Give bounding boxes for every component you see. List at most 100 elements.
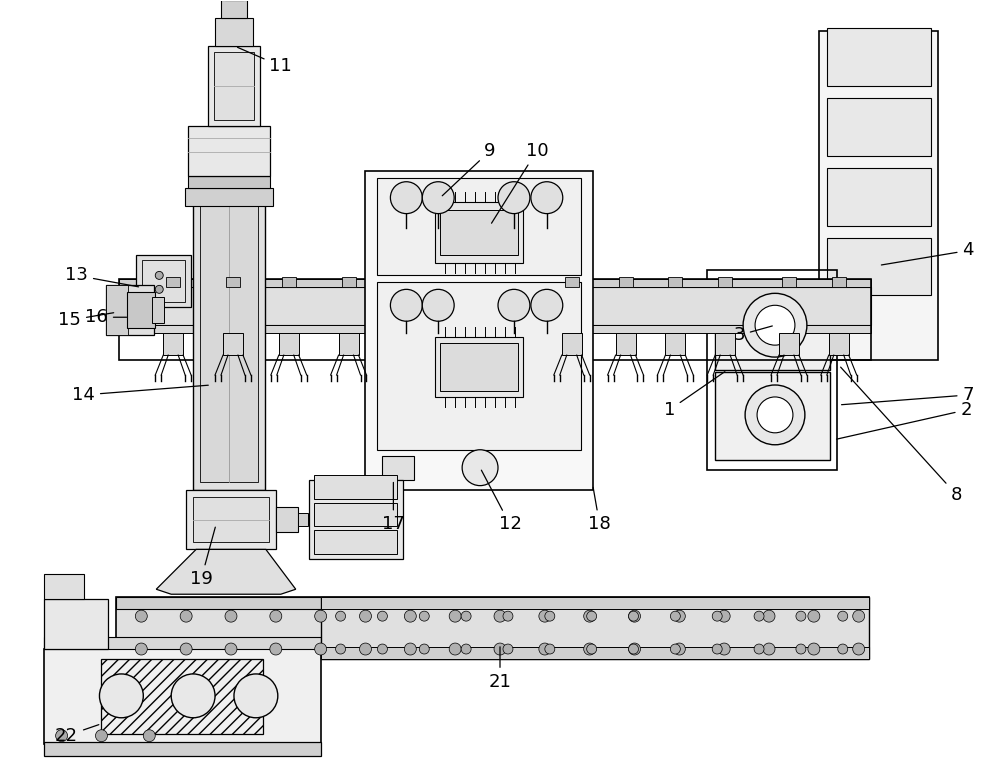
Circle shape	[808, 610, 820, 622]
Circle shape	[838, 611, 848, 621]
Bar	[193, 196, 265, 490]
Bar	[707, 270, 837, 470]
Bar	[44, 637, 321, 649]
Bar	[565, 278, 579, 288]
Text: 2: 2	[836, 401, 972, 439]
Bar	[309, 480, 403, 559]
Text: 3: 3	[733, 326, 772, 344]
Circle shape	[853, 610, 865, 622]
Text: 15: 15	[58, 311, 114, 329]
Circle shape	[449, 643, 461, 655]
Circle shape	[462, 450, 498, 486]
Bar	[282, 278, 296, 288]
Circle shape	[754, 644, 764, 654]
Circle shape	[670, 611, 680, 621]
Bar	[382, 456, 414, 480]
Bar	[119, 288, 871, 325]
Circle shape	[180, 643, 192, 655]
Circle shape	[234, 674, 278, 718]
Bar	[106, 285, 154, 335]
Circle shape	[419, 611, 429, 621]
Bar	[166, 278, 180, 288]
Bar	[221, 1, 247, 18]
Bar	[116, 597, 869, 659]
Bar	[188, 176, 270, 187]
Bar	[185, 187, 273, 206]
Circle shape	[584, 610, 596, 622]
Circle shape	[808, 643, 820, 655]
Bar	[116, 647, 869, 659]
Bar	[119, 279, 871, 360]
Circle shape	[754, 611, 764, 621]
Circle shape	[494, 610, 506, 622]
Circle shape	[712, 644, 722, 654]
Circle shape	[422, 289, 454, 321]
Bar	[314, 530, 397, 555]
Bar	[377, 177, 581, 275]
Bar	[321, 597, 869, 659]
Circle shape	[531, 289, 563, 321]
Bar	[163, 334, 183, 355]
Circle shape	[336, 611, 346, 621]
Text: 10: 10	[492, 142, 548, 223]
Text: 1: 1	[664, 372, 725, 419]
Circle shape	[539, 643, 551, 655]
Circle shape	[584, 643, 596, 655]
Bar	[44, 575, 84, 599]
Circle shape	[315, 643, 327, 655]
Bar	[321, 597, 869, 609]
Circle shape	[587, 644, 597, 654]
Text: 22: 22	[55, 724, 99, 744]
Circle shape	[390, 289, 422, 321]
Text: 21: 21	[489, 647, 511, 691]
Circle shape	[461, 611, 471, 621]
Bar	[827, 168, 931, 226]
Polygon shape	[156, 549, 296, 594]
Circle shape	[494, 643, 506, 655]
Circle shape	[763, 610, 775, 622]
Circle shape	[419, 644, 429, 654]
Circle shape	[449, 610, 461, 622]
Bar	[715, 372, 830, 460]
Bar	[119, 325, 871, 334]
Text: 17: 17	[382, 483, 405, 533]
Bar	[136, 256, 191, 308]
Bar	[715, 280, 830, 370]
Bar	[223, 334, 243, 355]
Circle shape	[360, 610, 371, 622]
Circle shape	[853, 643, 865, 655]
Bar	[116, 597, 869, 609]
Bar	[782, 278, 796, 288]
Bar	[832, 278, 846, 288]
Text: 11: 11	[238, 47, 292, 75]
Bar	[193, 496, 269, 542]
Bar	[200, 203, 258, 482]
Bar	[214, 52, 254, 120]
Text: 4: 4	[881, 242, 974, 265]
Circle shape	[135, 643, 147, 655]
Text: 7: 7	[842, 386, 974, 405]
Circle shape	[755, 305, 795, 345]
Circle shape	[171, 674, 215, 718]
Circle shape	[498, 182, 530, 213]
Circle shape	[135, 610, 147, 622]
Bar	[152, 298, 164, 324]
Circle shape	[718, 643, 730, 655]
Circle shape	[95, 730, 107, 742]
Circle shape	[629, 643, 640, 655]
Circle shape	[718, 610, 730, 622]
Bar	[298, 513, 308, 526]
Text: 13: 13	[65, 266, 139, 287]
Bar	[127, 292, 155, 328]
Bar	[44, 742, 321, 756]
Bar	[279, 334, 299, 355]
Circle shape	[673, 610, 685, 622]
Circle shape	[545, 611, 555, 621]
Bar	[339, 334, 359, 355]
Bar	[342, 278, 356, 288]
Circle shape	[503, 644, 513, 654]
Bar	[562, 334, 582, 355]
Bar	[365, 171, 593, 490]
Bar	[106, 285, 128, 335]
Bar	[314, 474, 397, 499]
